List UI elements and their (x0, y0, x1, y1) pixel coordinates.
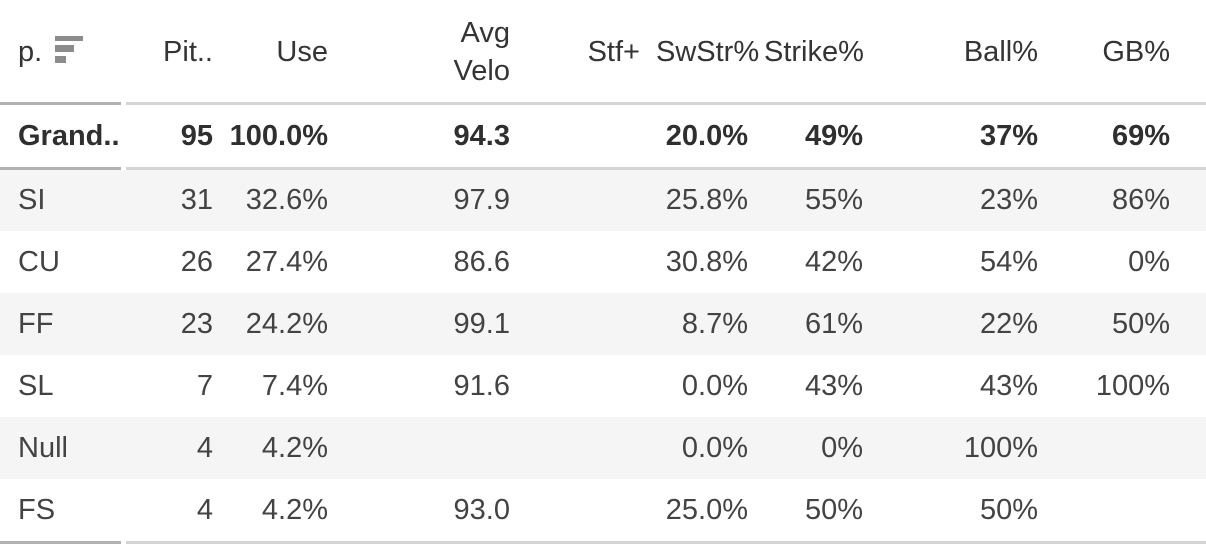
cell-ball-pct[interactable]: 23% (979, 183, 1038, 216)
column-header-pitch-type-label: p. (18, 35, 43, 68)
row-label-grand-total[interactable]: Grand.. (18, 120, 120, 152)
cell-swstr-pct[interactable]: 30.8% (665, 245, 748, 278)
row-label-pitch-type[interactable]: CU (18, 245, 60, 278)
cell-avg-velo[interactable]: 93.0 (453, 493, 510, 526)
table-header-row: p. Pit.. Use Avg Velo Stf+ SwStr% Strike… (0, 0, 1206, 104)
cell-gb-pct[interactable]: 100% (1095, 369, 1170, 402)
column-header-swstr-pct[interactable]: SwStr% (656, 35, 760, 68)
cell-swstr-pct[interactable]: 20.0% (665, 120, 748, 152)
cell-strike-pct[interactable]: 55% (804, 183, 863, 216)
pitch-stats-table: p. Pit.. Use Avg Velo Stf+ SwStr% Strike… (0, 0, 1206, 541)
cell-avg-velo[interactable]: 91.6 (453, 369, 510, 402)
table-row-sl: SL 7 7.4% 91.6 0.0% 43% 43% 100% (0, 355, 1206, 417)
cell-swstr-pct[interactable]: 0.0% (681, 369, 748, 402)
cell-strike-pct[interactable]: 49% (804, 120, 863, 152)
cell-strike-pct[interactable]: 61% (804, 307, 863, 340)
row-label-pitch-type[interactable]: Null (18, 431, 68, 464)
cell-pitches[interactable]: 23 (180, 307, 213, 340)
cell-ball-pct[interactable]: 43% (979, 369, 1038, 402)
cell-ball-pct[interactable]: 37% (979, 120, 1038, 152)
row-label-pitch-type[interactable]: SI (18, 183, 46, 216)
column-header-stf-plus[interactable]: Stf+ (587, 35, 640, 68)
table-bottom-divider (0, 541, 1206, 544)
cell-use[interactable]: 32.6% (245, 183, 328, 216)
column-header-use[interactable]: Use (276, 35, 328, 68)
cell-pitches[interactable]: 4 (196, 431, 213, 464)
table-row-ff: FF 23 24.2% 99.1 8.7% 61% 22% 50% (0, 293, 1206, 355)
cell-ball-pct[interactable]: 22% (979, 307, 1038, 340)
cell-pitches[interactable]: 95 (180, 120, 213, 152)
column-header-strike-pct[interactable]: Strike% (764, 35, 864, 68)
cell-use[interactable]: 4.2% (261, 493, 328, 526)
cell-strike-pct[interactable]: 50% (804, 493, 863, 526)
cell-avg-velo[interactable]: 97.9 (453, 183, 510, 216)
row-label-pitch-type[interactable]: FF (18, 307, 54, 340)
cell-ball-pct[interactable]: 50% (979, 493, 1038, 526)
cell-swstr-pct[interactable]: 8.7% (681, 307, 748, 340)
table-row-si: SI 31 32.6% 97.9 25.8% 55% 23% 86% (0, 169, 1206, 231)
cell-gb-pct[interactable]: 69% (1111, 120, 1170, 152)
cell-gb-pct[interactable] (1054, 417, 1206, 479)
column-header-ball-pct[interactable]: Ball% (963, 35, 1038, 68)
cell-gb-pct[interactable]: 0% (1128, 245, 1170, 278)
cell-strike-pct[interactable]: 43% (804, 369, 863, 402)
cell-ball-pct[interactable]: 54% (979, 245, 1038, 278)
row-label-pitch-type[interactable]: FS (18, 493, 56, 526)
cell-use[interactable]: 4.2% (261, 431, 328, 464)
table-row-null: Null 4 4.2% 0.0% 0% 100% (0, 417, 1206, 479)
cell-stf-plus[interactable] (526, 355, 656, 417)
sort-descending-icon[interactable] (55, 35, 84, 63)
cell-stf-plus[interactable] (526, 169, 656, 231)
table-row-fs: FS 4 4.2% 93.0 25.0% 50% 50% (0, 479, 1206, 541)
cell-strike-pct[interactable]: 0% (821, 431, 863, 464)
cell-stf-plus[interactable] (526, 417, 656, 479)
row-label-pitch-type[interactable]: SL (18, 369, 54, 402)
cell-avg-velo[interactable]: 94.3 (453, 120, 510, 152)
cell-stf-plus[interactable] (526, 231, 656, 293)
column-header-gb-pct[interactable]: GB% (1102, 35, 1170, 68)
column-header-avg-velo[interactable]: Avg Velo (453, 17, 510, 87)
table-row-grand-total: Grand.. 95 100.0% 94.3 20.0% 49% 37% 69% (0, 104, 1206, 169)
column-header-pitch-type[interactable]: p. (0, 0, 125, 104)
cell-use[interactable]: 7.4% (261, 369, 328, 402)
cell-strike-pct[interactable]: 42% (804, 245, 863, 278)
cell-avg-velo[interactable] (344, 417, 526, 479)
cell-swstr-pct[interactable]: 25.0% (665, 493, 748, 526)
cell-pitches[interactable]: 26 (180, 245, 213, 278)
cell-pitches[interactable]: 31 (180, 183, 213, 216)
cell-gb-pct[interactable] (1054, 479, 1206, 541)
column-header-pitches[interactable]: Pit.. (163, 35, 213, 68)
cell-pitches[interactable]: 4 (196, 493, 213, 526)
cell-avg-velo[interactable]: 86.6 (453, 245, 510, 278)
cell-stf-plus[interactable] (526, 479, 656, 541)
cell-stf-plus[interactable] (526, 104, 656, 169)
table-row-cu: CU 26 27.4% 86.6 30.8% 42% 54% 0% (0, 231, 1206, 293)
cell-use[interactable]: 100.0% (229, 120, 328, 152)
cell-gb-pct[interactable]: 50% (1111, 307, 1170, 340)
cell-pitches[interactable]: 7 (196, 369, 213, 402)
cell-ball-pct[interactable]: 100% (963, 431, 1038, 464)
cell-avg-velo[interactable]: 99.1 (453, 307, 510, 340)
cell-stf-plus[interactable] (526, 293, 656, 355)
cell-gb-pct[interactable]: 86% (1111, 183, 1170, 216)
cell-swstr-pct[interactable]: 0.0% (681, 431, 748, 464)
cell-use[interactable]: 24.2% (245, 307, 328, 340)
cell-use[interactable]: 27.4% (245, 245, 328, 278)
cell-swstr-pct[interactable]: 25.8% (665, 183, 748, 216)
